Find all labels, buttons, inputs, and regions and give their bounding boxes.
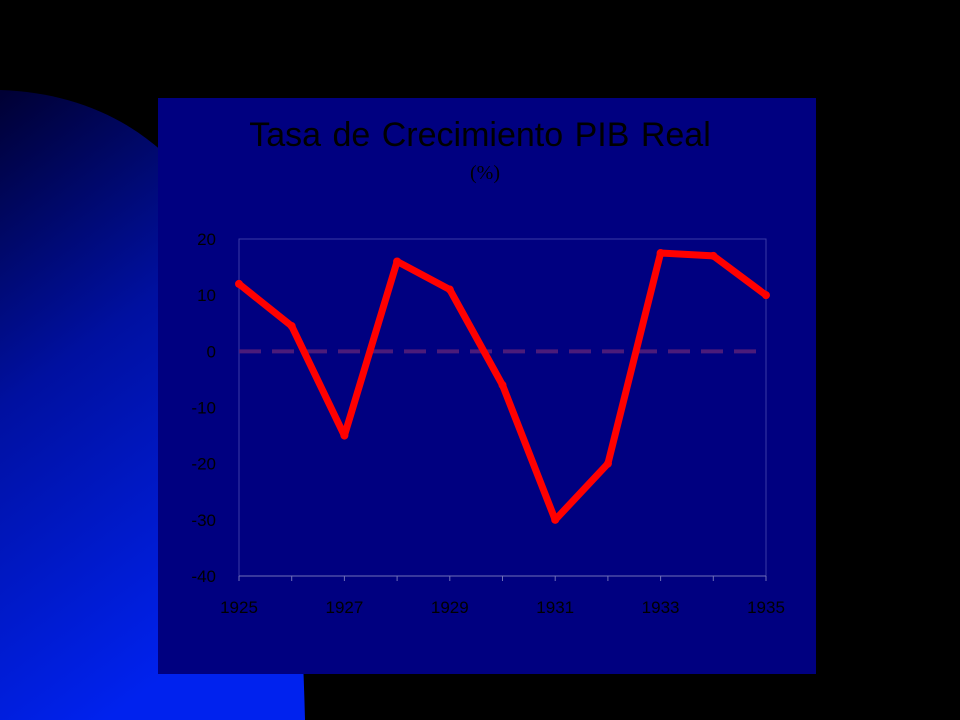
y-tick-label: -10 — [191, 399, 216, 418]
data-point — [498, 381, 507, 390]
y-tick-label: -30 — [191, 511, 216, 530]
chart-panel — [158, 98, 816, 674]
data-point — [551, 515, 560, 524]
y-tick-label: -20 — [191, 455, 216, 474]
y-tick-label: 0 — [207, 342, 216, 361]
x-tick-label: 1935 — [747, 598, 785, 617]
y-tick-label: -40 — [191, 567, 216, 586]
x-tick-label: 1927 — [325, 598, 363, 617]
y-tick-label: 20 — [197, 230, 216, 249]
chart-title: Tasa de Crecimiento PIB Real — [249, 116, 711, 154]
data-point — [709, 251, 718, 260]
data-point — [287, 322, 296, 331]
data-point — [762, 291, 770, 300]
x-tick-label: 1929 — [431, 598, 469, 617]
y-tick-label: 10 — [197, 286, 216, 305]
x-tick-label: 1933 — [642, 598, 680, 617]
data-point — [235, 279, 243, 288]
data-point — [340, 431, 349, 440]
data-point — [445, 285, 454, 294]
x-tick-label: 1925 — [220, 598, 258, 617]
plot-area-border — [238, 238, 767, 577]
chart-subtitle: (%) — [470, 162, 500, 184]
data-point — [603, 459, 612, 468]
x-tick-label: 1931 — [536, 598, 574, 617]
data-point — [656, 249, 665, 258]
data-point — [393, 257, 402, 266]
